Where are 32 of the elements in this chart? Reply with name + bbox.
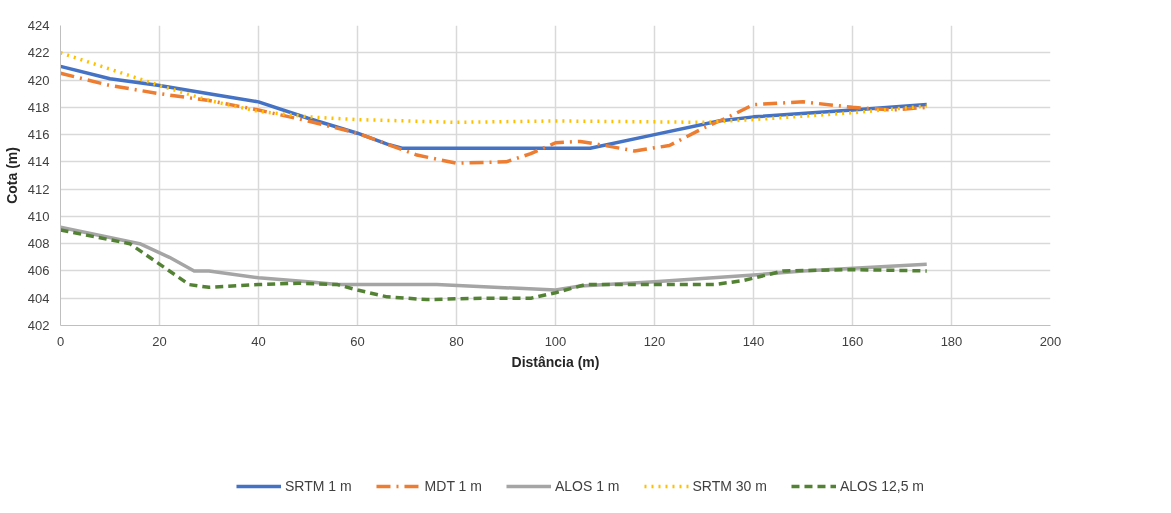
y-tick-label: 402 [27, 318, 50, 333]
line-series [60, 228, 929, 302]
y-tick-label: 414 [27, 154, 50, 170]
y-tick-label: 416 [27, 127, 50, 143]
x-tick-label: 60 [350, 333, 365, 349]
x-tick-label: 0 [56, 333, 65, 349]
x-axis-title: Distância (m) [511, 353, 600, 370]
x-tick-label: 180 [940, 333, 963, 349]
legend-label: SRTM 1 m [284, 478, 352, 494]
y-tick-label: 412 [27, 181, 50, 197]
x-tick-label: 200 [1039, 333, 1062, 349]
legend-label: SRTM 30 m [692, 478, 767, 494]
y-tick-label: 424 [27, 18, 50, 33]
y-tick-label: 418 [27, 99, 50, 115]
y-tick-label: 422 [27, 45, 50, 61]
legend-label: ALOS 1 m [554, 478, 620, 494]
legend-label: MDT 1 m [424, 478, 482, 494]
x-tick-label: 100 [544, 333, 567, 349]
y-tick-label: 406 [27, 263, 50, 279]
y-tick-label: 404 [27, 290, 50, 306]
legend-label: ALOS 12,5 m [839, 478, 924, 494]
y-tick-label: 410 [27, 208, 50, 224]
x-tick-label: 40 [251, 333, 266, 349]
x-tick-label: 80 [449, 333, 464, 349]
x-tick-label: 160 [841, 333, 864, 349]
x-tick-label: 20 [152, 333, 167, 349]
y-tick-label: 420 [27, 72, 50, 88]
y-axis-title: Cota (m) [3, 147, 20, 204]
y-tick-label: 408 [27, 236, 50, 252]
line-series [60, 51, 929, 125]
x-tick-label: 140 [742, 333, 765, 349]
x-tick-label: 120 [643, 333, 666, 349]
